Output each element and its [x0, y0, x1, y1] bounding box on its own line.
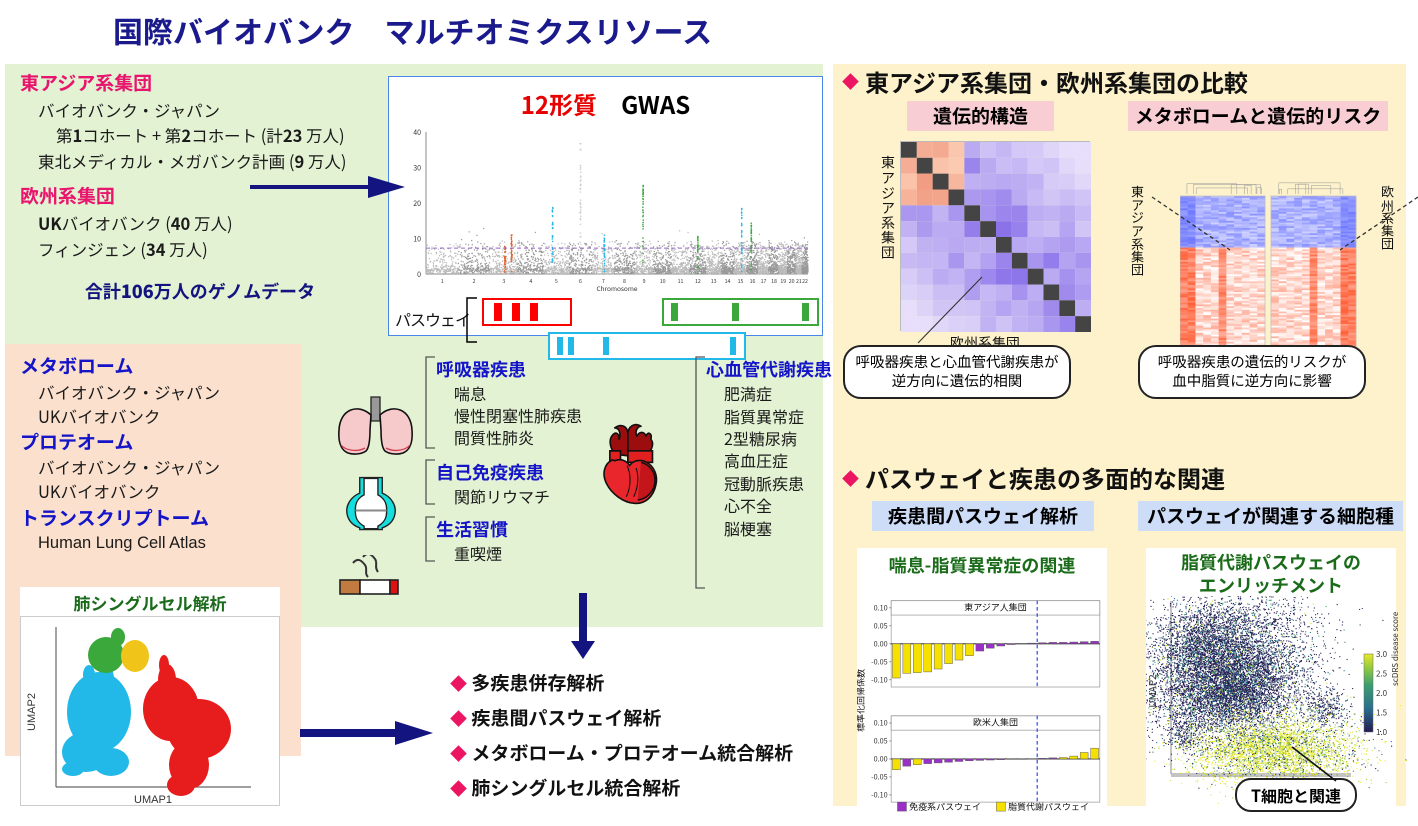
svg-text:0: 0 — [417, 270, 421, 280]
svg-text:40: 40 — [413, 128, 421, 138]
svg-text:10: 10 — [413, 235, 421, 245]
svg-text:30: 30 — [413, 164, 421, 174]
svg-text:20: 20 — [413, 199, 421, 209]
